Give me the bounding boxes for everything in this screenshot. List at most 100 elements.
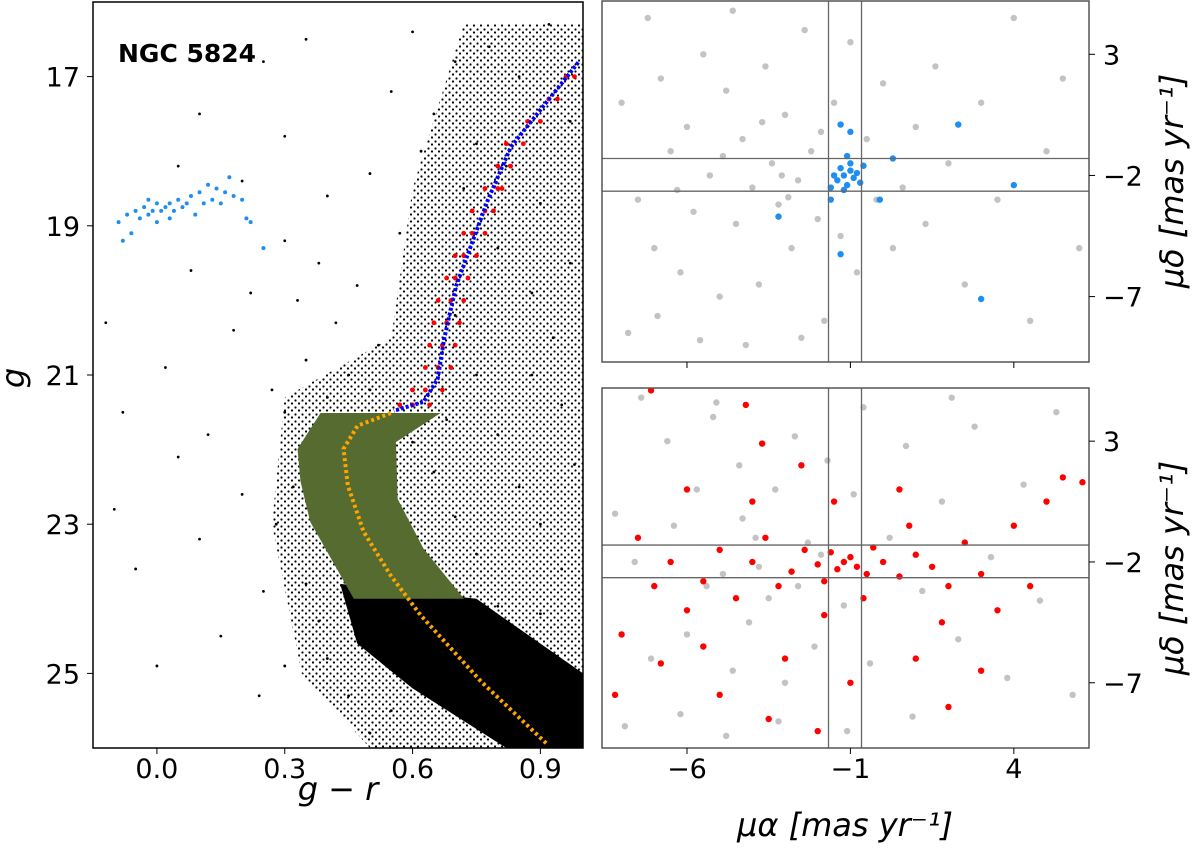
pm-member-point	[977, 295, 985, 303]
field-star-point	[530, 373, 534, 377]
y-tick-label: 21	[46, 361, 80, 392]
field-star-point	[411, 30, 414, 34]
pm-field-point	[739, 135, 746, 143]
pm-member-point	[775, 582, 782, 590]
pm-member-point	[847, 160, 854, 167]
pm-field-point	[1010, 14, 1018, 22]
pm-field-point	[922, 220, 929, 228]
pm-member-point	[765, 715, 772, 723]
field-star-point	[176, 455, 180, 459]
rgb-member-point	[537, 118, 543, 124]
field-star-point	[347, 694, 351, 698]
pm-member-point	[749, 558, 756, 566]
pm-member-point	[840, 558, 848, 566]
pm-member-point	[716, 691, 723, 699]
pm-field-point	[853, 269, 861, 276]
pm-field-point	[794, 177, 802, 184]
field-star-point	[453, 313, 457, 317]
rgb-member-point	[572, 74, 577, 79]
pm-field-point	[830, 99, 838, 106]
field-star-point	[573, 463, 576, 466]
rgb-member-point	[469, 230, 475, 236]
pm-member-point	[847, 128, 854, 136]
pm-field-point	[912, 123, 919, 131]
pm-field-point	[624, 329, 632, 337]
pm-member-point	[742, 401, 750, 409]
field-star-point	[249, 291, 253, 295]
pm-member-point	[775, 213, 782, 220]
pm-member-point	[876, 196, 884, 203]
pm-field-point	[670, 522, 678, 529]
hb-member-point	[120, 238, 125, 243]
rgb-member-point	[461, 230, 467, 236]
pm-member-point	[762, 534, 769, 541]
pm-member-point	[716, 546, 723, 554]
rgb-member-point	[482, 186, 488, 191]
hb-member-point	[163, 205, 168, 210]
pm-field-point	[1004, 674, 1011, 682]
field-star-point	[432, 112, 436, 116]
field-star-point	[274, 522, 278, 526]
pm-field-point	[654, 312, 661, 320]
hb-member-point	[223, 190, 228, 195]
pm-field-point	[752, 534, 759, 541]
field-star-point	[462, 187, 466, 190]
rgb-member-point	[422, 387, 428, 393]
y-tick-label: 17	[46, 63, 80, 94]
pm-field-point	[762, 63, 769, 70]
field-star-point	[176, 164, 180, 168]
field-star-point	[355, 284, 359, 287]
hb-member-point	[184, 201, 189, 206]
field-star-point	[560, 567, 564, 571]
y-tick-label: 23	[46, 510, 80, 541]
pm-field-point	[775, 718, 782, 725]
pm-field-point	[1020, 481, 1027, 488]
pm-field-point	[677, 710, 684, 718]
rgb-member-point	[410, 387, 415, 393]
hb-member-point	[159, 208, 164, 213]
pm-member-point	[647, 388, 655, 394]
pm-member-point	[1026, 582, 1034, 590]
pm-field-point	[1036, 597, 1044, 604]
field-star-point	[568, 119, 572, 123]
pm-field-point	[902, 442, 910, 450]
pm-field-point	[709, 413, 717, 421]
pm-field-point	[716, 293, 723, 300]
pm-member-point	[847, 679, 854, 686]
field-star-point	[121, 410, 125, 414]
pm-field-point	[801, 26, 808, 34]
pm-member-point	[837, 121, 844, 128]
hb-member-point	[240, 197, 245, 202]
pm-member-point	[834, 566, 841, 573]
pm-top-y-axis-label: μδ [mas yr⁻¹]	[1153, 74, 1191, 290]
pm-member-point	[732, 595, 740, 602]
hb-member-point	[180, 205, 185, 210]
field-star-point	[283, 410, 287, 414]
field-star-point	[538, 522, 542, 526]
field-star-point	[257, 694, 261, 698]
hb-member-point	[206, 182, 211, 187]
pm-field-point	[843, 727, 851, 735]
pm-member-point	[651, 582, 658, 590]
field-star-point	[304, 358, 308, 362]
rgb-member-point	[482, 230, 488, 236]
field-star-point	[530, 291, 534, 295]
hb-member-point	[176, 197, 181, 202]
ms-isochrone-line	[341, 411, 550, 747]
pm-field-point	[821, 317, 828, 325]
cluster-name-annotation: NGC 5824	[118, 39, 256, 68]
rgb-member-point	[457, 320, 462, 326]
hb-member-point	[167, 201, 172, 206]
pm-field-point	[768, 160, 776, 167]
pm-member-point	[798, 462, 805, 469]
field-star-point	[219, 634, 223, 638]
pm-member-point	[827, 184, 834, 191]
pm-field-point	[713, 399, 720, 406]
pm-field-point	[791, 433, 799, 440]
rgb-member-point	[427, 402, 433, 408]
pm-member-point	[1043, 498, 1050, 505]
pm-field-point	[817, 551, 825, 558]
rgb-member-point	[439, 387, 445, 393]
field-star-point	[347, 373, 351, 377]
pm-field-point	[1059, 75, 1067, 82]
